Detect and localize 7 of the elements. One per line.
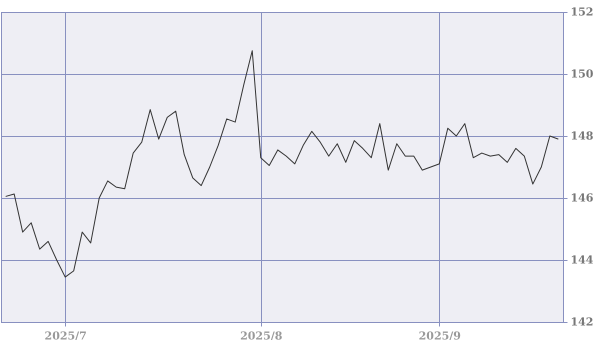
y-tick-label: 148 — [570, 130, 594, 142]
y-tick-label: 150 — [570, 68, 594, 80]
y-tick-label: 152 — [570, 6, 594, 18]
y-tick-label: 142 — [570, 316, 594, 328]
line-series — [5, 50, 559, 278]
y-tick-label: 144 — [570, 254, 594, 266]
y-tick-label: 146 — [570, 192, 594, 204]
